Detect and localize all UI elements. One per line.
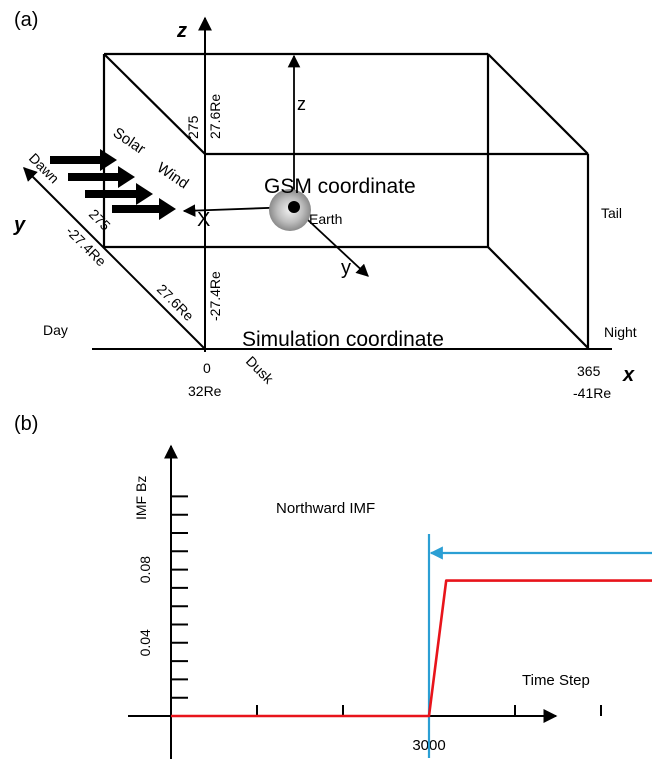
imf-bz-series-line [171,579,652,718]
sim-x-label: x [622,364,635,386]
panel-a-label: (a) [14,9,38,31]
simulation-title: Simulation coordinate [242,328,444,351]
z-top-tick-a: 275 [185,115,201,139]
dusk-label: Dusk [243,353,278,388]
earth-label: Earth [309,211,342,227]
y-tick-label: 0.08 [137,556,153,583]
x-end-tick-b: -41Re [573,385,611,401]
simulation-box [102,52,590,349]
solar-wind-arrow-3 [85,183,153,205]
y-left-tick-a: 275 [86,206,114,234]
time-step-xlabel: Time Step [522,672,590,689]
solar-wind-arrow-4 [112,198,176,220]
northward-imf-annotation: Northward IMF [276,500,375,517]
solar-wind-word-2: Wind [154,159,192,192]
z-bottom-tick: -27.4Re [207,271,223,321]
tail-label: Tail [601,205,622,221]
z-top-tick-b: 27.6Re [207,94,223,139]
panel-b-label: (b) [14,413,38,435]
solar-wind-word-1: Solar [110,124,149,158]
y-tick-label: 0.04 [137,629,153,656]
gsm-title: GSM coordinate [264,175,416,198]
imf-bz-ylabel: IMF Bz [133,476,149,520]
solar-wind-arrows [50,149,176,220]
sim-y-axis [23,167,206,350]
origin-tick-a: 0 [203,360,211,376]
gsm-z-label: z [297,94,306,114]
sim-z-label: z [176,20,187,42]
day-label: Day [43,322,68,338]
sim-y-label: y [13,214,26,236]
solar-wind-arrow-2 [68,166,135,188]
x-end-tick-a: 365 [577,363,601,379]
y-mid-tick: 27.6Re [154,281,197,324]
earth-icon [288,201,300,213]
origin-tick-b: 32Re [188,383,222,399]
imf-bz-chart: 0.040.08300060009000 [128,444,652,759]
gsm-y-label: y [341,257,351,279]
dawn-label: Dawn [26,150,63,187]
gsm-x-label: X [197,209,210,231]
solar-wind-arrow-1 [50,149,117,171]
night-label: Night [604,324,637,340]
